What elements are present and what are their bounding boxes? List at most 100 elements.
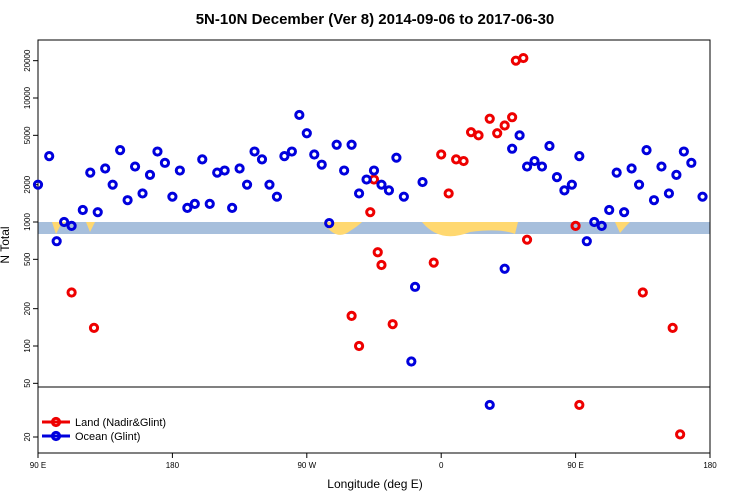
ocean-point [671,169,682,180]
land-point [499,120,510,131]
ocean-point [611,167,622,178]
ocean-point [398,191,409,202]
ocean-point [383,185,395,196]
land-mask-region [422,222,518,237]
land-point [574,399,585,411]
land-point [88,322,100,333]
chart-title: 5N-10N December (Ver 8) 2014-09-06 to 20… [196,11,555,28]
x-tick-label: 90 W [297,461,316,470]
ocean-point [189,198,200,209]
ocean-point [66,220,77,232]
ocean-point [256,154,268,165]
ocean-point [633,179,645,190]
y-tick-label: 200 [23,301,32,315]
ocean-point [626,163,637,174]
ocean-point [44,150,55,162]
ocean-point [182,202,193,213]
ocean-point [514,130,525,141]
ocean-point [129,161,141,172]
ocean-point [604,204,615,216]
land-point [637,287,648,298]
ocean-point [551,172,563,183]
y-tick-label: 20 [23,432,32,441]
ocean-point [678,146,689,157]
land-mask-region [86,222,95,232]
land-point [458,155,469,167]
land-point [667,322,678,333]
ocean-point [663,188,675,199]
ocean-point [686,157,697,168]
land-point [365,207,376,218]
land-point [376,259,387,271]
ocean-point [596,220,607,232]
legend-marker [50,416,62,428]
x-tick-label: 0 [439,461,444,470]
plot-frame [37,39,711,454]
ocean-point [484,399,495,411]
ocean-point [309,149,320,160]
ocean-point [137,188,148,199]
land-point [570,220,581,232]
land-point [473,130,484,141]
ocean-point [174,165,185,176]
ocean-point [648,195,660,206]
ocean-point [406,356,417,367]
ocean-point [85,167,96,178]
ocean-point [286,146,297,157]
ocean-point [641,145,652,156]
ocean-band [38,222,710,234]
ocean-point [507,143,518,154]
ocean-point [316,159,327,170]
ocean-point [279,150,290,162]
ocean-point [353,188,365,199]
ocean-point [324,217,335,229]
land-point [492,128,503,139]
ocean-point [122,195,133,206]
ocean-point [368,165,380,176]
land-point [387,319,398,330]
x-tick-label: 90 E [567,461,583,470]
ocean-point [544,140,555,152]
plot-area: 90 E 180 90 W 0 90 E 180 500 1000 2000 5000 10000 2… [23,39,717,470]
land-point [675,429,686,440]
ocean-point [100,163,111,174]
ocean-point [271,191,283,202]
ocean-point [619,207,630,218]
ocean-point [529,155,540,167]
ocean-point [264,179,275,190]
ocean-point [536,161,548,172]
ocean-point [301,128,312,139]
ocean-point [241,179,253,190]
legend-label: Land (Nadir&Glint) [75,417,166,429]
land-point [353,340,365,352]
ocean-point [417,176,428,188]
ocean-point [697,191,708,202]
y-tick-label: 10000 [23,86,32,109]
land-point [518,52,529,64]
ocean-point [144,169,156,180]
y-axis-label: N Total [0,226,12,263]
land-point [66,287,77,298]
x-tick-label: 180 [703,461,717,470]
ocean-point [107,179,118,190]
ocean-point [167,191,178,202]
y-tick-label: 20000 [23,49,32,72]
ocean-point [499,263,510,274]
land-point [346,310,357,321]
land-mask-region [52,222,66,234]
ocean-point [219,165,230,176]
ocean-point [574,150,585,162]
ocean-point [92,207,103,218]
y-tick-label: 50 [23,378,32,387]
ocean-point [51,236,62,247]
y-tick-label: 2000 [23,175,32,193]
ocean-point [589,216,600,228]
ocean-point [159,157,171,168]
ocean-point [566,179,577,190]
ocean-point [581,236,592,247]
ocean-point [361,174,372,185]
ocean-point [656,161,667,172]
land-point [484,113,495,124]
legend-label: Ocean (Glint) [75,431,140,443]
